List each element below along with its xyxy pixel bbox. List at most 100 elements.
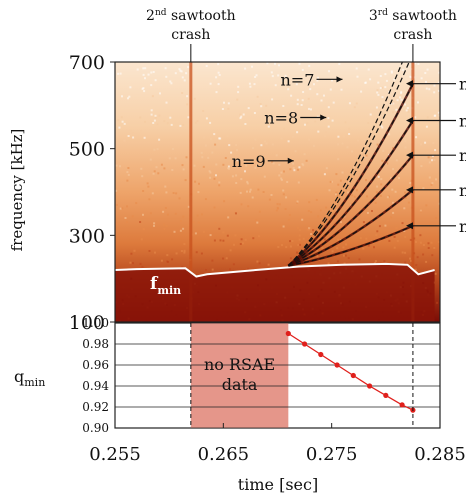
speckle [405, 109, 408, 112]
speckle [402, 68, 405, 71]
speckle [171, 147, 174, 150]
speckle [298, 238, 301, 241]
speckle [337, 238, 340, 241]
speckle [153, 222, 156, 225]
speckle [323, 135, 326, 137]
speckle [280, 178, 283, 181]
speckle [383, 260, 386, 263]
speckle [360, 225, 363, 228]
speckle [244, 67, 247, 70]
speckle [256, 95, 259, 98]
speckle [271, 75, 274, 78]
speckle [183, 79, 186, 82]
speckle [244, 238, 247, 241]
speckle [178, 197, 181, 200]
speckle [306, 228, 309, 231]
speckle [362, 221, 365, 224]
speckle [152, 172, 155, 175]
speckle [194, 232, 197, 235]
speckle [420, 77, 423, 80]
speckle [394, 190, 397, 193]
qmin-point [350, 372, 356, 379]
qmin-tick-label: 0.92 [82, 400, 109, 414]
speckle [168, 157, 171, 160]
speckle [143, 136, 146, 139]
speckle [200, 252, 203, 255]
speckle [170, 123, 173, 126]
speckle [197, 221, 200, 224]
speckle [257, 188, 260, 191]
speckle [315, 198, 318, 201]
speckle [327, 262, 330, 265]
speckle [277, 246, 280, 248]
no-data-label-line: data [222, 375, 258, 394]
speckle [314, 120, 317, 123]
speckle [278, 163, 281, 166]
speckle [308, 138, 311, 141]
speckle [172, 192, 175, 194]
speckle [380, 124, 383, 127]
speckle [398, 177, 400, 179]
speckle [226, 135, 229, 138]
speckle [393, 235, 396, 238]
speckle [430, 183, 433, 186]
speckle [140, 167, 143, 170]
speckle [404, 191, 407, 194]
speckle [343, 262, 346, 265]
speckle [162, 223, 165, 226]
speckle [366, 211, 369, 214]
speckle [348, 102, 351, 105]
speckle [256, 164, 259, 167]
speckle [219, 239, 222, 242]
speckle [434, 272, 437, 275]
speckle [270, 71, 273, 74]
speckle [171, 258, 174, 261]
speckle [372, 242, 375, 245]
speckle [331, 79, 333, 82]
speckle [337, 135, 340, 138]
speckle [134, 133, 137, 136]
speckle [236, 98, 239, 101]
speckle [400, 90, 403, 93]
speckle [202, 230, 205, 233]
speckle [246, 182, 249, 185]
speckle [332, 101, 335, 104]
qmin-tick-label: 0.94 [82, 379, 109, 393]
speckle [353, 106, 356, 109]
mode-label: n=9 [232, 152, 266, 171]
speckle [169, 80, 172, 83]
speckle [419, 210, 422, 213]
speckle [404, 146, 407, 149]
speckle [415, 241, 417, 243]
speckle [344, 121, 347, 124]
speckle [336, 260, 339, 263]
speckle [271, 143, 274, 146]
speckle [410, 259, 412, 262]
speckle [241, 242, 244, 245]
speckle [316, 255, 319, 258]
speckle [296, 98, 299, 101]
speckle [361, 156, 364, 159]
speckle [239, 113, 242, 116]
speckle [435, 216, 438, 219]
speckle [434, 149, 437, 152]
speckle [226, 234, 229, 237]
speckle [237, 91, 240, 94]
speckle [353, 166, 355, 169]
speckle [153, 148, 156, 151]
speckle [425, 125, 428, 128]
speckle [123, 139, 126, 142]
speckle [341, 171, 344, 174]
qmin-point [302, 341, 308, 347]
speckle [301, 163, 304, 165]
speckle [223, 200, 226, 203]
speckle [153, 119, 156, 122]
speckle [302, 91, 305, 93]
speckle [296, 200, 299, 203]
time-axis-label: time [sec] [238, 475, 318, 494]
speckle [149, 158, 152, 161]
speckle [278, 64, 280, 67]
speckle [329, 180, 332, 183]
sawtooth-crash-lines [190, 323, 414, 428]
